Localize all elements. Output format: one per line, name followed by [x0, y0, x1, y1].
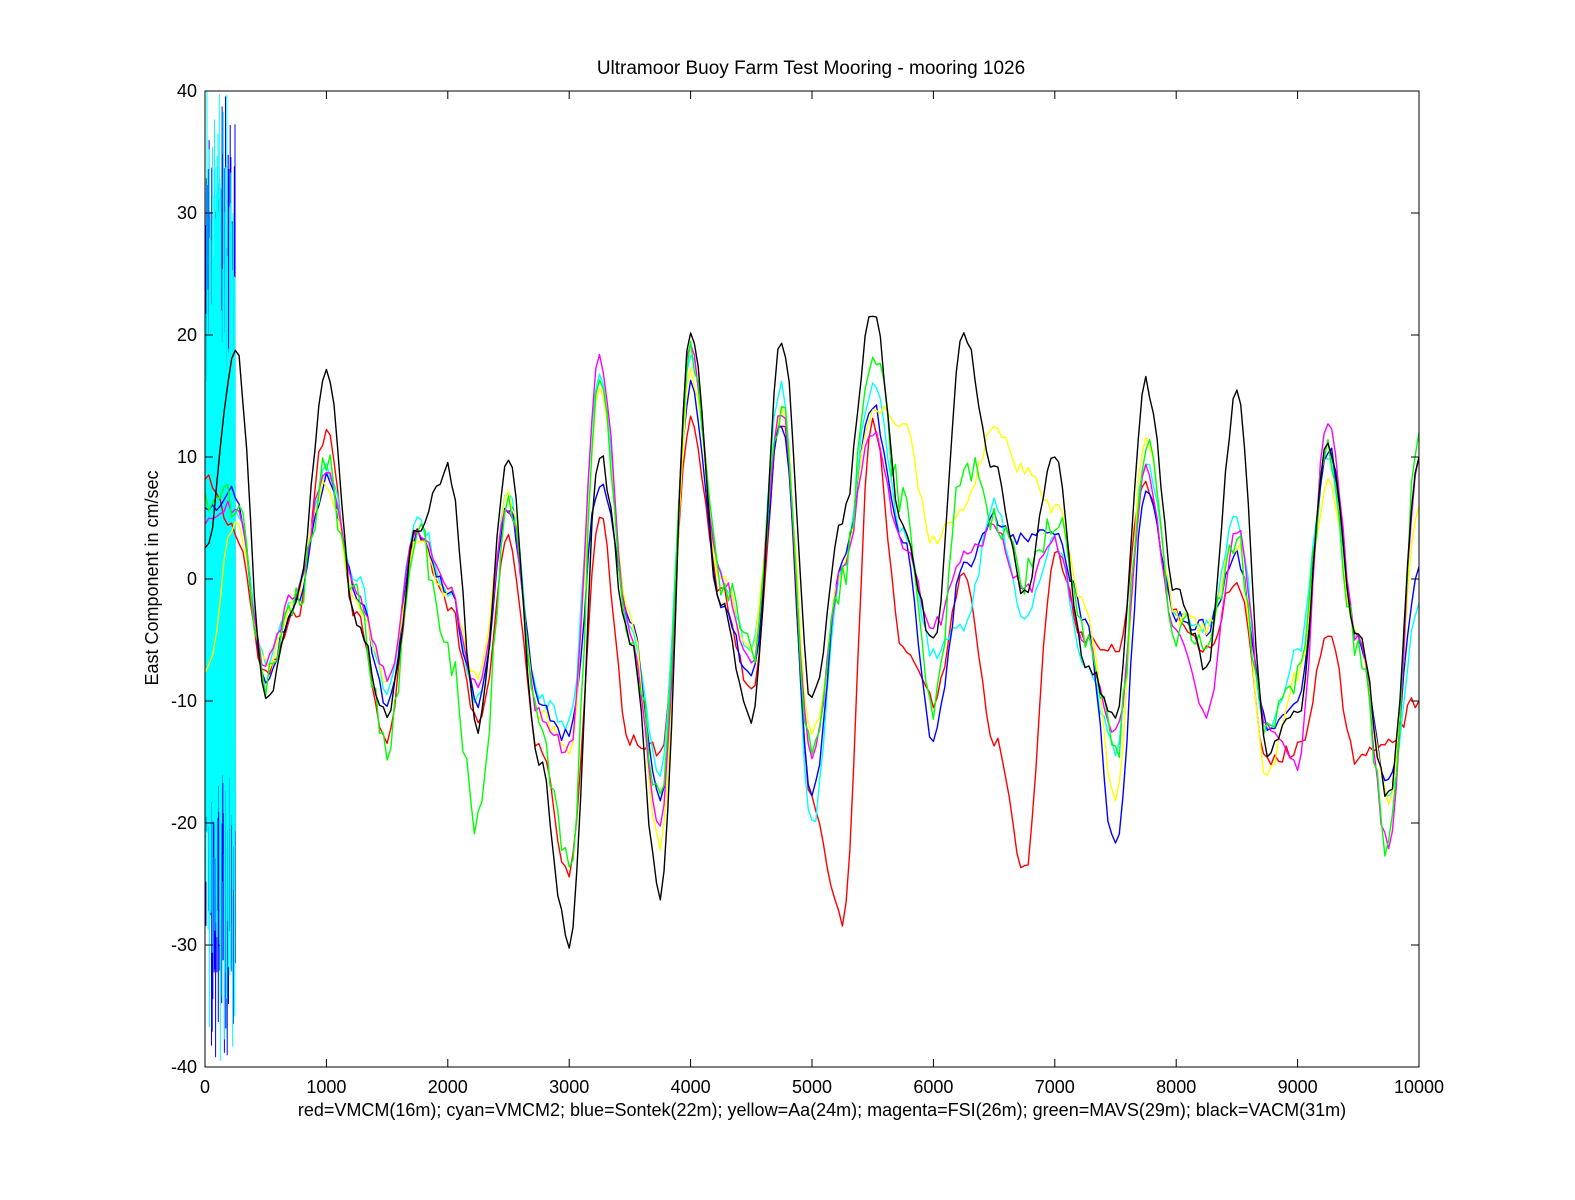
y-tick-label: 30: [177, 203, 197, 223]
x-axis-label: red=VMCM(16m); cyan=VMCM2; blue=Sontek(2…: [298, 1100, 1346, 1120]
x-tick-label: 10000: [1394, 1077, 1444, 1097]
x-tick-label: 3000: [549, 1077, 589, 1097]
series-layer: [205, 91, 1419, 1061]
y-tick-label: 10: [177, 447, 197, 467]
y-tick-label: 0: [187, 569, 197, 589]
y-tick-label: 20: [177, 325, 197, 345]
y-tick-label: -30: [171, 935, 197, 955]
x-tick-label: 5000: [792, 1077, 832, 1097]
y-axis-label: East Component in cm/sec: [142, 470, 162, 685]
series-line-6: [205, 315, 1419, 949]
y-tick-label: -10: [171, 691, 197, 711]
x-tick-label: 8000: [1156, 1077, 1196, 1097]
y-tick-label: 40: [177, 81, 197, 101]
chart-title: Ultramoor Buoy Farm Test Mooring - moori…: [597, 58, 1025, 79]
x-tick-label: 1000: [306, 1077, 346, 1097]
tick-layer: 0 1000 2000 3000 4000 5000 6000 7000 8000 9000 100…: [171, 81, 1444, 1097]
x-tick-label: 0: [200, 1077, 210, 1097]
y-tick-label: -40: [171, 1057, 197, 1077]
x-tick-label: 6000: [913, 1077, 953, 1097]
x-tick-label: 2000: [428, 1077, 468, 1097]
x-tick-label: 9000: [1278, 1077, 1318, 1097]
series-line-5: [205, 340, 1419, 868]
x-tick-label: 7000: [1035, 1077, 1075, 1097]
series-line-4: [205, 343, 1419, 850]
y-tick-label: -20: [171, 813, 197, 833]
x-tick-label: 4000: [671, 1077, 711, 1097]
startup-noise-1: [205, 91, 236, 1061]
